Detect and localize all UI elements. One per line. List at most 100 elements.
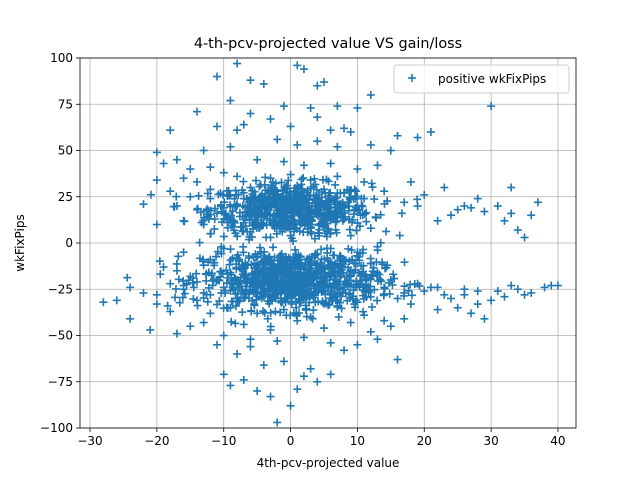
scatter-point: [311, 298, 320, 307]
scatter-point: [174, 275, 183, 284]
scatter-point: [393, 294, 402, 303]
scatter-point: [395, 231, 404, 240]
scatter-point: [347, 218, 356, 227]
scatter-point: [266, 322, 275, 331]
scatter-point: [226, 245, 235, 254]
scatter-point: [291, 250, 300, 259]
y-tick-label: −50: [48, 329, 73, 343]
scatter-point: [348, 255, 357, 264]
scatter-point: [373, 335, 382, 344]
scatter-point: [306, 284, 315, 293]
scatter-point: [218, 190, 227, 199]
scatter-point: [186, 165, 195, 173]
scatter-point: [547, 281, 556, 290]
scatter-point: [217, 249, 226, 258]
scatter-point: [252, 253, 261, 262]
scatter-point: [219, 168, 228, 177]
scatter-point: [302, 312, 311, 321]
scatter-point: [366, 91, 375, 99]
scatter-point: [239, 375, 248, 384]
scatter-point: [299, 174, 308, 183]
scatter-point: [406, 300, 415, 309]
scatter-point: [288, 261, 297, 270]
scatter-point: [265, 188, 274, 197]
scatter-point: [259, 221, 268, 230]
scatter-point: [264, 205, 273, 214]
scatter-point: [326, 126, 335, 135]
scatter-point: [372, 213, 381, 222]
scatter-point: [265, 216, 274, 225]
scatter-point: [282, 259, 291, 268]
scatter-point: [239, 120, 248, 129]
scatter-point: [249, 273, 258, 282]
x-tick-label: 40: [550, 434, 565, 448]
scatter-point: [213, 209, 222, 218]
scatter-point: [230, 194, 239, 203]
scatter-point: [318, 212, 327, 221]
scatter-point: [353, 251, 362, 260]
y-tick-label: 0: [65, 236, 73, 250]
scatter-point: [367, 179, 376, 188]
scatter-point: [480, 314, 489, 323]
scatter-point: [251, 176, 260, 185]
scatter-point: [540, 283, 549, 292]
scatter-point: [239, 177, 248, 186]
scatter-point: [373, 161, 382, 170]
scatter-point: [306, 364, 315, 373]
scatter-point: [239, 248, 248, 257]
scatter-point: [426, 283, 435, 292]
scatter-point: [356, 211, 365, 220]
scatter-point: [308, 314, 317, 323]
scatter-point: [393, 355, 402, 364]
scatter-point: [194, 191, 203, 200]
scatter-point: [279, 279, 288, 288]
scatter-point: [333, 102, 342, 111]
scatter-point: [373, 296, 382, 305]
scatter-point: [225, 260, 234, 269]
scatter-point: [281, 254, 290, 263]
scatter-point: [324, 283, 333, 292]
scatter-point: [306, 176, 315, 185]
scatter-point: [260, 308, 269, 317]
scatter-point: [302, 264, 311, 273]
scatter-point: [333, 172, 342, 181]
scatter-point: [268, 259, 277, 268]
scatter-point: [379, 291, 388, 300]
scatter-point: [326, 265, 335, 274]
scatter-point: [276, 224, 285, 233]
scatter-point: [152, 290, 161, 299]
scatter-point: [339, 201, 348, 210]
scatter-point: [313, 285, 322, 294]
y-axis-label: wkFixPips: [13, 214, 27, 271]
scatter-point: [353, 340, 362, 349]
scatter-point: [276, 260, 285, 269]
scatter-point: [407, 291, 416, 300]
scatter-point: [239, 188, 248, 197]
scatter-point: [333, 142, 342, 151]
scatter-point: [358, 267, 367, 276]
scatter-point: [507, 209, 516, 218]
scatter-point: [362, 273, 371, 282]
scatter-point: [311, 208, 320, 217]
scatter-point: [277, 288, 286, 297]
scatter-point: [204, 283, 213, 292]
scatter-point: [286, 401, 295, 410]
scatter-point: [236, 222, 245, 231]
scatter-point: [146, 325, 155, 334]
scatter-point: [380, 284, 389, 293]
scatter-point: [259, 287, 268, 296]
scatter-point: [206, 163, 215, 172]
scatter-point: [291, 276, 300, 285]
scatter-point: [359, 307, 368, 316]
scatter-point: [410, 280, 419, 289]
scatter-point: [275, 194, 284, 203]
scatter-point: [223, 191, 232, 200]
scatter-point: [219, 232, 228, 241]
scatter-point: [316, 259, 325, 268]
scatter-point: [346, 128, 355, 136]
scatter-point: [292, 202, 301, 211]
scatter-point: [259, 361, 268, 370]
scatter-point: [353, 219, 362, 228]
scatter-point: [248, 221, 257, 230]
scatter-point: [331, 263, 340, 272]
